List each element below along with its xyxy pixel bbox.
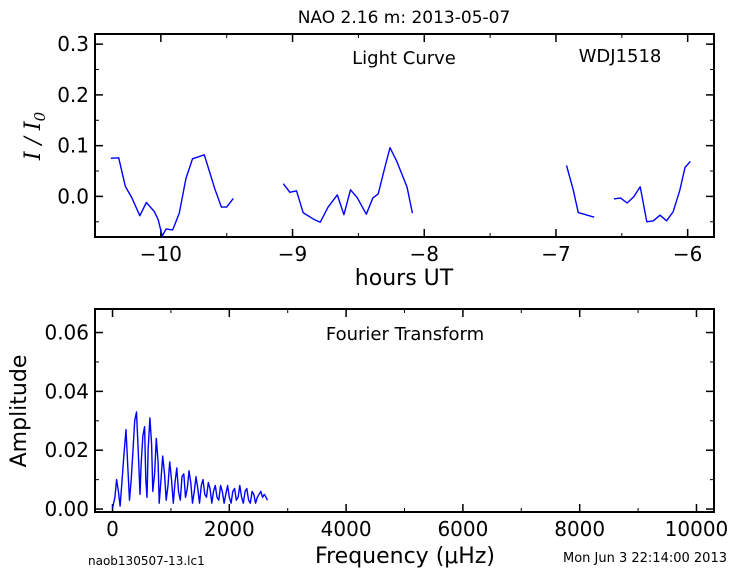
light-curve-x-tick-label: −8 bbox=[410, 242, 439, 266]
light-curve-xlabel: hours UT bbox=[355, 266, 454, 291]
fourier-series-line-1 bbox=[111, 411, 268, 509]
light-curve-plot-area bbox=[94, 33, 715, 238]
light-curve-series-line-2 bbox=[282, 146, 414, 224]
footer-filename: naob130507-13.lc1 bbox=[88, 554, 205, 568]
fourier-x-tick-label: 8000 bbox=[554, 517, 605, 541]
light-curve-y-tick-label: 0.0 bbox=[57, 184, 89, 208]
light-curve-x-tick-label: −9 bbox=[278, 242, 307, 266]
light-curve-series-line-1 bbox=[110, 154, 234, 237]
light-curve-target-label: WDJ1518 bbox=[579, 46, 662, 67]
fourier-title: Fourier Transform bbox=[326, 324, 484, 345]
fourier-x-tick-label: 2000 bbox=[204, 517, 255, 541]
light-curve-ylabel: I / I0 bbox=[21, 111, 49, 161]
fourier-y-tick-label: 0.04 bbox=[44, 379, 89, 403]
light-curve-y-tick-label: 0.1 bbox=[57, 134, 89, 158]
fourier-y-tick-label: 0.00 bbox=[44, 497, 89, 521]
fourier-ticks: 0 2000 4000 6000 8000 10000 0.00 0.02 0.04 0.06 bbox=[44, 309, 728, 541]
light-curve-title: Light Curve bbox=[352, 48, 456, 69]
fourier-y-tick-label: 0.06 bbox=[44, 321, 89, 345]
light-curve-y-tick-label: 0.3 bbox=[57, 32, 89, 56]
fourier-x-tick-label: 10000 bbox=[665, 517, 729, 541]
fourier-x-tick-label: 0 bbox=[106, 517, 119, 541]
footer-timestamp: Mon Jun 3 22:14:00 2013 bbox=[563, 551, 727, 566]
fourier-xlabel: Frequency (μHz) bbox=[315, 544, 495, 569]
light-curve-x-tick-label: −6 bbox=[673, 242, 702, 266]
light-curve-panel: −10 −9 −8 −7 −6 0.0 0.1 0.2 0.3 Light Curve WDJ1… bbox=[21, 32, 715, 291]
light-curve-ticks: −10 −9 −8 −7 −6 0.0 0.1 0.2 0.3 bbox=[57, 32, 714, 266]
figure-title: NAO 2.16 m: 2013-05-07 bbox=[298, 8, 511, 28]
fourier-x-tick-label: 6000 bbox=[437, 517, 488, 541]
light-curve-series-line-4 bbox=[613, 160, 691, 223]
light-curve-x-tick-label: −10 bbox=[140, 242, 182, 266]
light-curve-series bbox=[110, 146, 691, 237]
fourier-ylabel: Amplitude bbox=[7, 355, 32, 468]
light-curve-y-tick-label: 0.2 bbox=[57, 83, 89, 107]
fourier-x-tick-label: 4000 bbox=[321, 517, 372, 541]
fourier-panel: 0 2000 4000 6000 8000 10000 0.00 0.02 0.04 0.06 F… bbox=[7, 308, 728, 569]
fourier-series bbox=[111, 411, 268, 509]
light-curve-series-line-3 bbox=[565, 165, 595, 218]
light-curve-x-tick-label: −7 bbox=[541, 242, 570, 266]
fourier-y-tick-label: 0.02 bbox=[44, 438, 89, 462]
